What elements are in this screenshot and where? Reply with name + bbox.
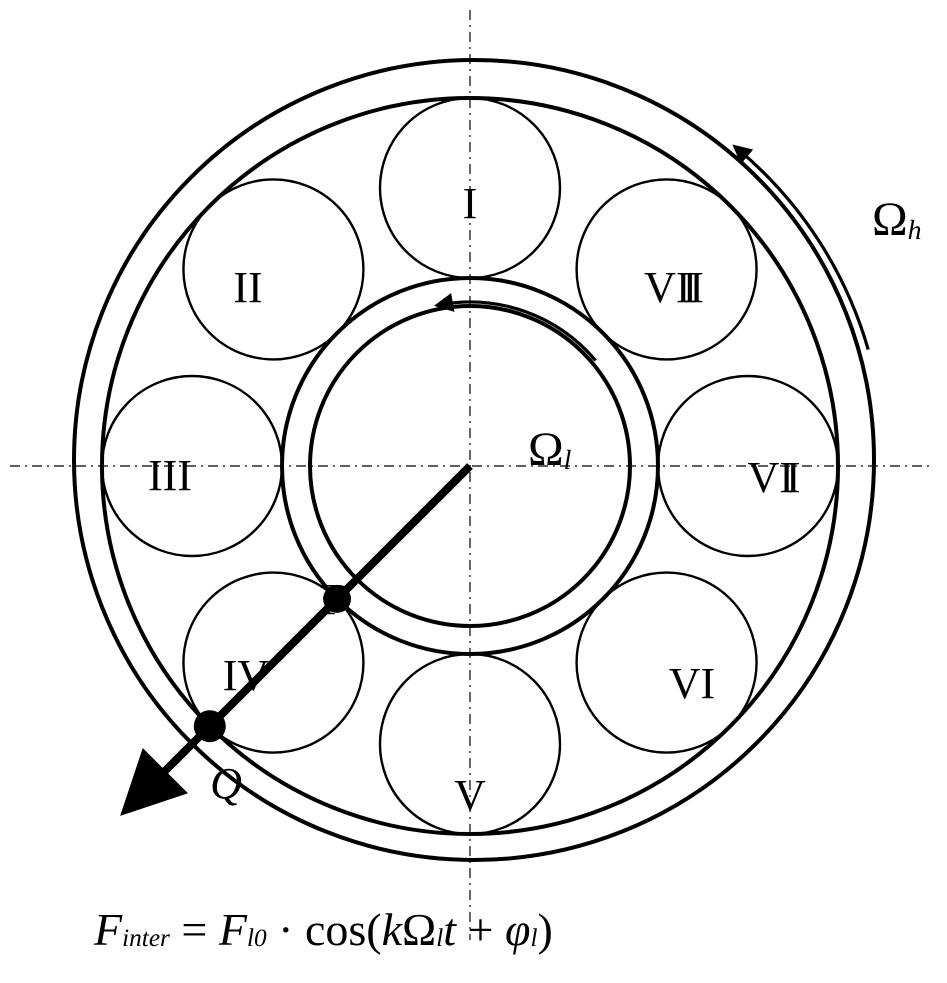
point-Q bbox=[194, 710, 226, 742]
rotation-label-outer: Ωh bbox=[872, 193, 922, 246]
ball-label-1: I bbox=[463, 179, 478, 228]
formula: Finter = Fl0 · cos(kΩlt + φl) bbox=[93, 904, 553, 955]
point-label-Q: Q bbox=[210, 759, 242, 808]
force-vector bbox=[129, 466, 470, 807]
ball-label-8: VIII bbox=[644, 263, 703, 312]
ball-6 bbox=[577, 573, 757, 753]
ball-label-2: II bbox=[233, 263, 262, 312]
point-label-P: P bbox=[322, 575, 350, 624]
ball-label-5: V bbox=[454, 771, 486, 820]
ball-label-6: VI bbox=[669, 659, 715, 708]
ball-2 bbox=[183, 179, 363, 359]
rotation-label-inner: Ωl bbox=[528, 423, 572, 476]
ball-label-3: III bbox=[148, 451, 192, 500]
ball-label-7: VII bbox=[747, 453, 799, 502]
